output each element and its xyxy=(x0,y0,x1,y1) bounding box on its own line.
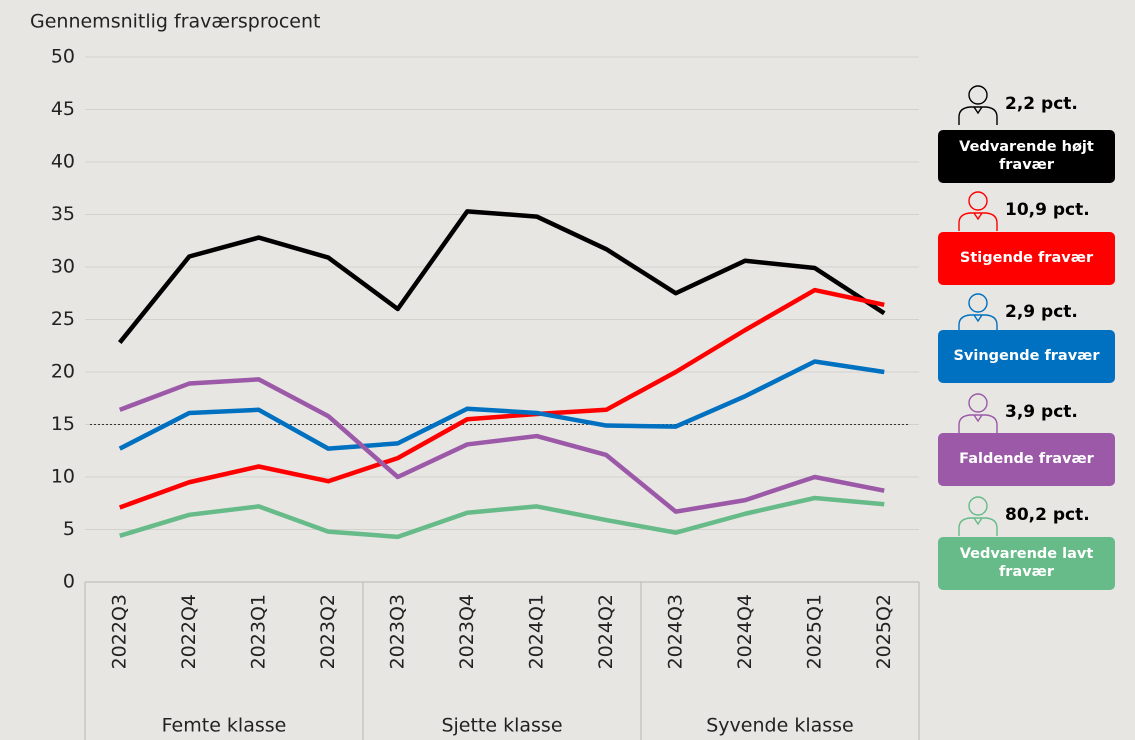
icon-head xyxy=(968,496,988,516)
legend-icon xyxy=(958,496,998,536)
icon-head xyxy=(968,293,988,313)
x-tick-label: 2024Q2 xyxy=(595,594,617,669)
legend-share: 80,2 pct. xyxy=(1005,505,1090,525)
legend-share: 2,2 pct. xyxy=(1005,94,1078,114)
y-tick-label: 35 xyxy=(51,203,75,225)
legend-icon xyxy=(958,293,998,333)
icon-body xyxy=(958,517,998,536)
legend-icon xyxy=(958,85,998,125)
legend-entry: Stigende fravær xyxy=(938,232,1115,285)
x-tick-label: 2024Q4 xyxy=(734,594,756,669)
legend-share: 10,9 pct. xyxy=(1005,200,1090,220)
series-line xyxy=(117,209,886,345)
series-line xyxy=(118,359,885,451)
icon-body xyxy=(958,212,998,231)
icon-body xyxy=(958,106,998,125)
series-line xyxy=(118,287,885,510)
legend-entry: Vedvarende lavt fravær xyxy=(938,537,1115,590)
x-tick-label: 2023Q1 xyxy=(247,594,269,669)
series-line xyxy=(118,377,885,514)
y-tick-label: 10 xyxy=(51,466,75,488)
x-tick-label: 2023Q2 xyxy=(317,594,339,669)
y-tick-label: 30 xyxy=(51,256,75,278)
legend-icon xyxy=(958,393,998,433)
legend-icon xyxy=(958,191,998,231)
group-label: Femte klasse xyxy=(162,715,287,737)
group-label: Syvende klasse xyxy=(706,715,853,737)
x-tick-label: 2022Q3 xyxy=(108,594,130,669)
y-tick-label: 40 xyxy=(51,151,75,173)
series-line xyxy=(119,495,885,540)
x-tick-label: 2023Q3 xyxy=(386,594,408,669)
icon-head xyxy=(968,191,988,211)
legend-entry: Svingende fravær xyxy=(938,330,1115,383)
legend-share: 3,9 pct. xyxy=(1005,402,1078,422)
y-tick-label: 0 xyxy=(63,571,75,593)
x-tick-label: 2025Q1 xyxy=(803,594,825,669)
icon-body xyxy=(958,414,998,433)
y-tick-label: 20 xyxy=(51,361,75,383)
x-tick-label: 2023Q4 xyxy=(456,594,478,669)
y-axis-label: Gennemsnitlig fraværsprocent xyxy=(30,11,320,33)
x-tick-label: 2025Q2 xyxy=(873,594,895,669)
y-tick-label: 50 xyxy=(51,46,75,68)
icon-head xyxy=(968,85,988,105)
legend-entry: Vedvarende højt fravær xyxy=(938,130,1115,183)
y-tick-label: 25 xyxy=(51,308,75,330)
x-tick-label: 2022Q4 xyxy=(178,594,200,669)
legend-share: 2,9 pct. xyxy=(1005,302,1078,322)
icon-head xyxy=(968,393,988,413)
group-label: Sjette klasse xyxy=(441,715,562,737)
legend-entry: Faldende fravær xyxy=(938,433,1115,486)
y-tick-label: 15 xyxy=(51,413,75,435)
x-tick-label: 2024Q3 xyxy=(664,594,686,669)
icon-body xyxy=(958,314,998,333)
x-tick-label: 2024Q1 xyxy=(525,594,547,669)
y-tick-label: 5 xyxy=(63,518,75,540)
y-tick-label: 45 xyxy=(51,98,75,120)
